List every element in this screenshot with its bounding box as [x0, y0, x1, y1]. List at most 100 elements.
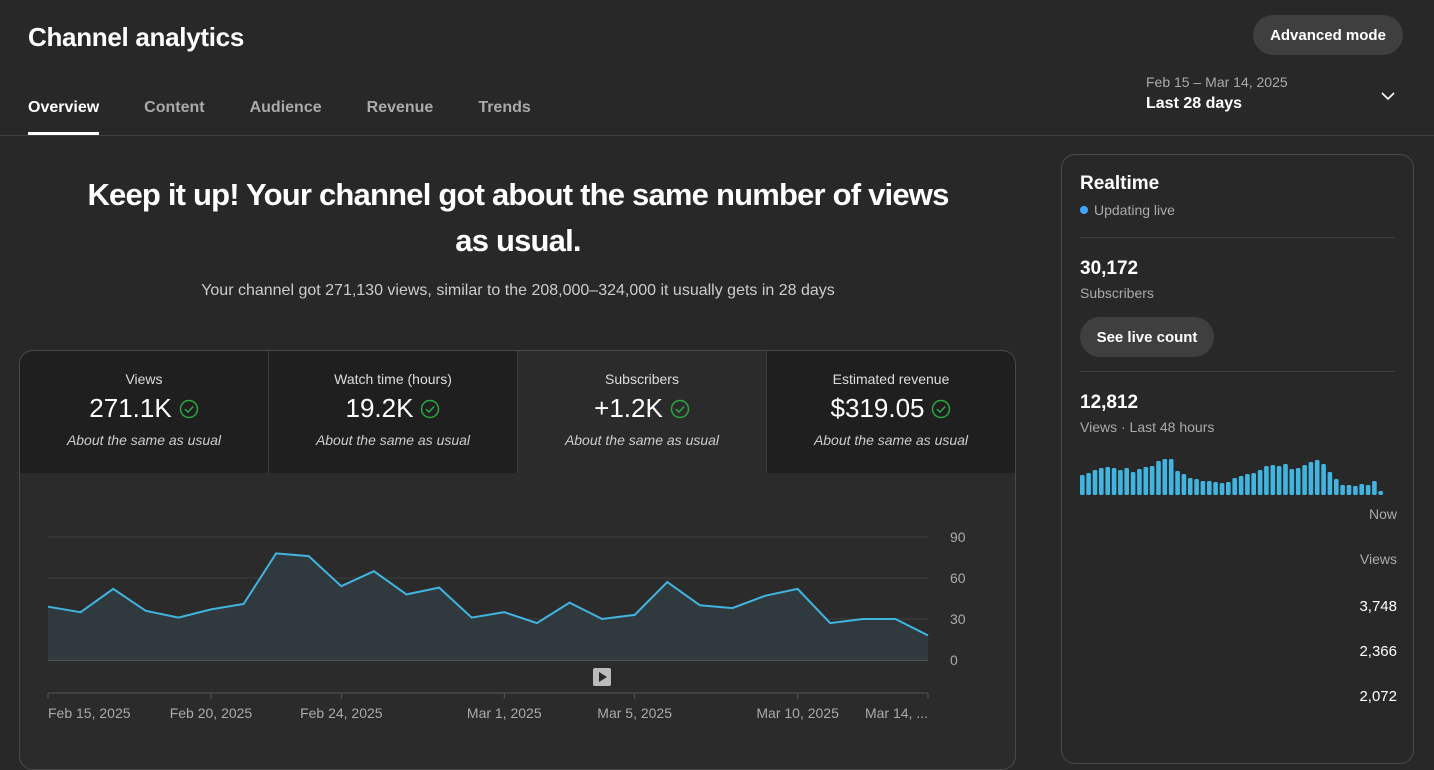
check-circle-icon: [179, 399, 198, 418]
divider: [1080, 237, 1395, 238]
realtime-bar: [1105, 467, 1110, 495]
check-circle-icon: [421, 399, 440, 418]
check-circle-icon: [670, 399, 690, 418]
views-column-header: Views: [1359, 551, 1397, 567]
metric-note: About the same as usual: [564, 432, 720, 448]
series-area: [48, 553, 928, 660]
metric-value: +1.2K: [594, 393, 663, 423]
realtime-bar: [1086, 473, 1091, 495]
metric-value: 271.1K: [89, 393, 172, 423]
realtime-bar: [1245, 474, 1250, 495]
realtime-bar: [1143, 467, 1149, 495]
divider: [1080, 371, 1395, 372]
views-48h-label: Views · Last 48 hours: [1080, 419, 1215, 435]
realtime-bar: [1232, 478, 1237, 495]
realtime-bar: [1099, 468, 1104, 495]
realtime-bar: [1340, 485, 1345, 495]
realtime-bar: [1149, 466, 1155, 495]
realtime-bar: [1270, 465, 1276, 495]
header-divider: [0, 135, 1434, 136]
top-content-views: 2,366: [1359, 643, 1397, 660]
page-title: Channel analytics: [28, 22, 244, 52]
realtime-bar: [1219, 483, 1225, 495]
tab-revenue[interactable]: Revenue: [366, 99, 434, 116]
x-tick-label: Mar 10, 2025: [756, 705, 839, 721]
y-tick-label: 90: [950, 529, 966, 545]
x-tick-label: Mar 14, ...: [865, 705, 928, 721]
tab-overview[interactable]: Overview: [28, 86, 100, 135]
metric-revenue[interactable]: Estimated revenue $319.05 About the same…: [767, 351, 1015, 473]
realtime-title: Realtime: [1080, 173, 1160, 194]
x-tick-label: Feb 24, 2025: [300, 705, 383, 721]
summary-subline: Your channel got 271,130 views, similar …: [201, 282, 835, 299]
realtime-bar: [1238, 476, 1244, 495]
tab-audience[interactable]: Audience: [249, 99, 322, 116]
realtime-bar: [1327, 472, 1333, 495]
realtime-bar: [1226, 482, 1231, 495]
realtime-bar: [1207, 481, 1212, 495]
realtime-bar: [1321, 464, 1326, 495]
metric-subscribers[interactable]: Subscribers +1.2K About the same as usua…: [518, 351, 767, 473]
see-live-count-button[interactable]: See live count: [1080, 317, 1214, 357]
realtime-bar: [1111, 468, 1117, 495]
realtime-bar: [1130, 472, 1136, 495]
realtime-bar: [1175, 471, 1180, 495]
metric-value: $319.05: [830, 393, 925, 423]
tab-content[interactable]: Content: [144, 99, 205, 116]
live-indicator: Updating live: [1080, 202, 1175, 218]
realtime-bar: [1264, 466, 1269, 495]
realtime-bar: [1372, 481, 1377, 495]
realtime-bar: [1124, 468, 1129, 495]
realtime-bar-chart: [1080, 459, 1383, 495]
realtime-bar: [1156, 461, 1161, 495]
metric-label: Watch time (hours): [334, 371, 452, 387]
chevron-down-icon: [1381, 92, 1395, 101]
realtime-bar: [1092, 470, 1098, 495]
date-range-selector[interactable]: Feb 15 – Mar 14, 2025 Last 28 days: [1146, 74, 1406, 113]
realtime-bar: [1353, 486, 1358, 495]
metric-note: About the same as usual: [66, 432, 222, 448]
realtime-bar: [1378, 491, 1383, 495]
realtime-bar: [1168, 459, 1174, 495]
live-dot-icon: [1080, 206, 1088, 214]
realtime-bar: [1187, 478, 1193, 495]
metric-views[interactable]: Views 271.1K About the same as usual: [20, 351, 269, 473]
views-48h-count: 12,812: [1080, 392, 1139, 413]
metric-label: Views: [125, 371, 163, 387]
live-label: Updating live: [1094, 202, 1175, 218]
realtime-bar: [1302, 465, 1307, 495]
realtime-bar: [1308, 462, 1314, 495]
check-circle-icon: [932, 399, 951, 418]
now-label: Now: [1368, 506, 1397, 522]
metric-tabs: Views 271.1K About the same as usual Wat…: [20, 351, 1015, 473]
tab-bar: Overview Content Audience Revenue Trends: [28, 86, 576, 136]
metric-note: About the same as usual: [813, 432, 969, 448]
realtime-bar: [1251, 473, 1256, 495]
realtime-bar: [1257, 470, 1263, 495]
realtime-bar: [1295, 468, 1301, 495]
date-range-label: Last 28 days: [1146, 95, 1243, 112]
tab-trends[interactable]: Trends: [478, 99, 531, 116]
play-icon-glyph: [599, 672, 607, 682]
y-tick-label: 30: [950, 611, 966, 627]
x-tick-label: Feb 20, 2025: [170, 705, 253, 721]
date-range-dates: Feb 15 – Mar 14, 2025: [1146, 74, 1288, 90]
metric-note: About the same as usual: [315, 432, 471, 448]
realtime-bar: [1359, 484, 1364, 495]
realtime-card: Realtime Updating live 30,172 Subscriber…: [1061, 154, 1414, 764]
y-tick-label: 60: [950, 570, 966, 586]
x-tick-label: Mar 5, 2025: [597, 705, 672, 721]
realtime-bar: [1213, 482, 1218, 495]
series-line: [47, 552, 929, 637]
realtime-bar: [1276, 466, 1282, 495]
metric-label: Estimated revenue: [832, 371, 950, 387]
overview-card: Views 271.1K About the same as usual Wat…: [19, 350, 1016, 770]
realtime-bar: [1181, 474, 1187, 495]
y-tick-label: 0: [950, 652, 958, 668]
metric-watch-time[interactable]: Watch time (hours) 19.2K About the same …: [269, 351, 518, 473]
realtime-bar: [1194, 479, 1199, 495]
play-icon[interactable]: [593, 668, 611, 686]
advanced-mode-button[interactable]: Advanced mode: [1253, 15, 1403, 55]
realtime-bar: [1118, 470, 1123, 495]
realtime-bar: [1283, 464, 1288, 495]
